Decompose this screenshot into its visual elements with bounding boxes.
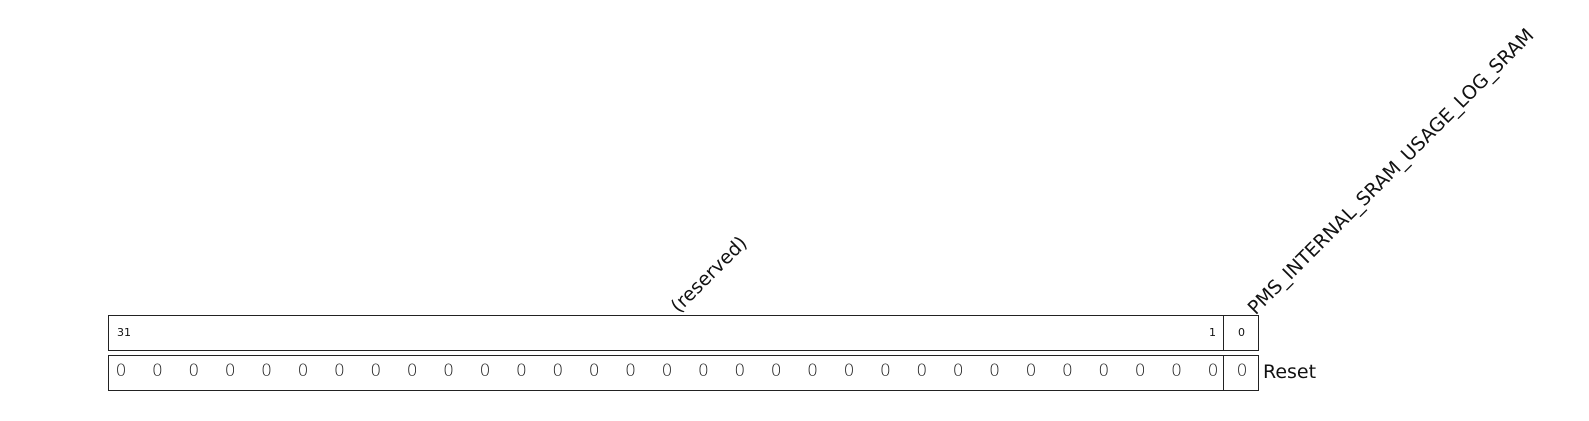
reset-value-row: 0 0 0 0 0 0 0 0 0 0 0 0 0 0 0 0 0 0 0 0 0 0 0 0 0 0 0 0 0 0 0 0 bbox=[108, 355, 1259, 391]
reset-value-bit-17: 0 bbox=[625, 361, 636, 381]
reset-value-bit-13: 0 bbox=[770, 361, 782, 381]
reset-value-bit-26: 0 bbox=[297, 361, 309, 381]
field-label-pms-internal-sram-usage-log-sram: PMS_INTERNAL_SRAM_USAGE_LOG_SRAM bbox=[1243, 24, 1539, 320]
reset-value-bit-24: 0 bbox=[370, 361, 382, 381]
reset-value-bit-21: 0 bbox=[479, 361, 491, 381]
reset-value-bit-25: 0 bbox=[333, 361, 345, 381]
reset-value-bit-2: 0 bbox=[1171, 361, 1182, 381]
reset-value-bit-31: 0 bbox=[115, 361, 127, 381]
reset-value-bit-20: 0 bbox=[515, 361, 527, 381]
reset-value-bit-3: 0 bbox=[1134, 361, 1146, 381]
field-divider bbox=[1223, 316, 1224, 350]
reset-value-bit-18: 0 bbox=[588, 361, 600, 381]
reset-value-bit-12: 0 bbox=[807, 361, 818, 381]
reset-value-bit-11: 0 bbox=[843, 361, 855, 381]
reset-value-bit-16: 0 bbox=[661, 361, 673, 381]
reset-label: Reset bbox=[1263, 361, 1317, 383]
reset-value-bit-15: 0 bbox=[697, 361, 709, 381]
reset-value-bit-8: 0 bbox=[952, 361, 964, 381]
reset-value-bit-19: 0 bbox=[552, 361, 564, 381]
field-divider bbox=[1223, 356, 1224, 390]
reset-value-bit-7: 0 bbox=[989, 361, 1000, 381]
bit-number-0: 0 bbox=[1238, 326, 1245, 339]
reset-value-bit-23: 0 bbox=[406, 361, 418, 381]
field-label-reserved: (reserved) bbox=[666, 232, 752, 318]
reset-value-bit-29: 0 bbox=[188, 361, 200, 381]
reset-value-bit-30: 0 bbox=[151, 361, 163, 381]
reset-value-bit-5: 0 bbox=[1061, 361, 1073, 381]
reset-value-bit-6: 0 bbox=[1025, 361, 1037, 381]
reset-value-bit-1: 0 bbox=[1207, 361, 1219, 381]
reset-value-bit-28: 0 bbox=[224, 361, 236, 381]
reset-value-bit-10: 0 bbox=[879, 361, 891, 381]
reset-value-bit-14: 0 bbox=[734, 361, 746, 381]
reset-value-bit-22: 0 bbox=[443, 361, 454, 381]
bit-number-31: 31 bbox=[117, 326, 131, 339]
reset-value-bit-27: 0 bbox=[261, 361, 272, 381]
reset-value-bit-4: 0 bbox=[1098, 361, 1110, 381]
reset-value-bit-0: 0 bbox=[1236, 361, 1248, 381]
reset-value-bit-9: 0 bbox=[916, 361, 928, 381]
bit-number-row: 31 1 0 bbox=[108, 315, 1259, 351]
bit-number-1: 1 bbox=[1209, 326, 1216, 339]
